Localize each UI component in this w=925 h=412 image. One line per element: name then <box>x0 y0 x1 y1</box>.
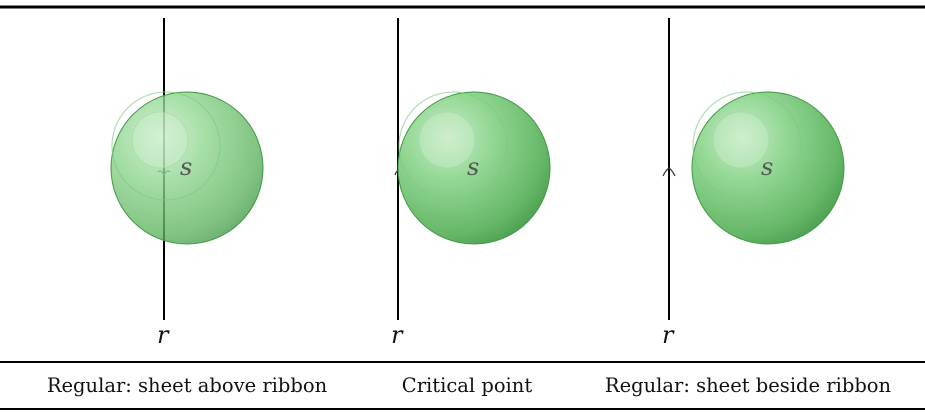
sphere <box>110 91 264 245</box>
caption-panel-1: Regular: sheet above ribbon <box>47 374 328 397</box>
sphere-label: s <box>761 153 773 181</box>
sphere-label: s <box>467 153 479 181</box>
ribbon-cusp-icon <box>662 167 676 177</box>
panel-2: s r <box>391 18 551 349</box>
line-label: r <box>662 321 675 349</box>
caption-panel-2: Critical point <box>402 374 533 397</box>
line-label: r <box>157 321 170 349</box>
sphere <box>691 91 845 245</box>
caption-panel-3: Regular: sheet beside ribbon <box>605 374 892 397</box>
sphere <box>397 91 551 245</box>
panel-3: s r <box>662 18 845 349</box>
line-label: r <box>391 321 404 349</box>
sphere-label: s <box>180 153 192 181</box>
panel-1: s r <box>110 18 264 349</box>
